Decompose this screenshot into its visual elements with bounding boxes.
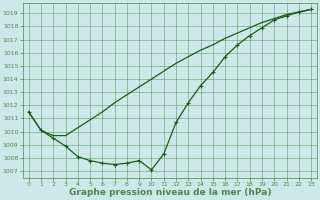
X-axis label: Graphe pression niveau de la mer (hPa): Graphe pression niveau de la mer (hPa) (69, 188, 271, 197)
